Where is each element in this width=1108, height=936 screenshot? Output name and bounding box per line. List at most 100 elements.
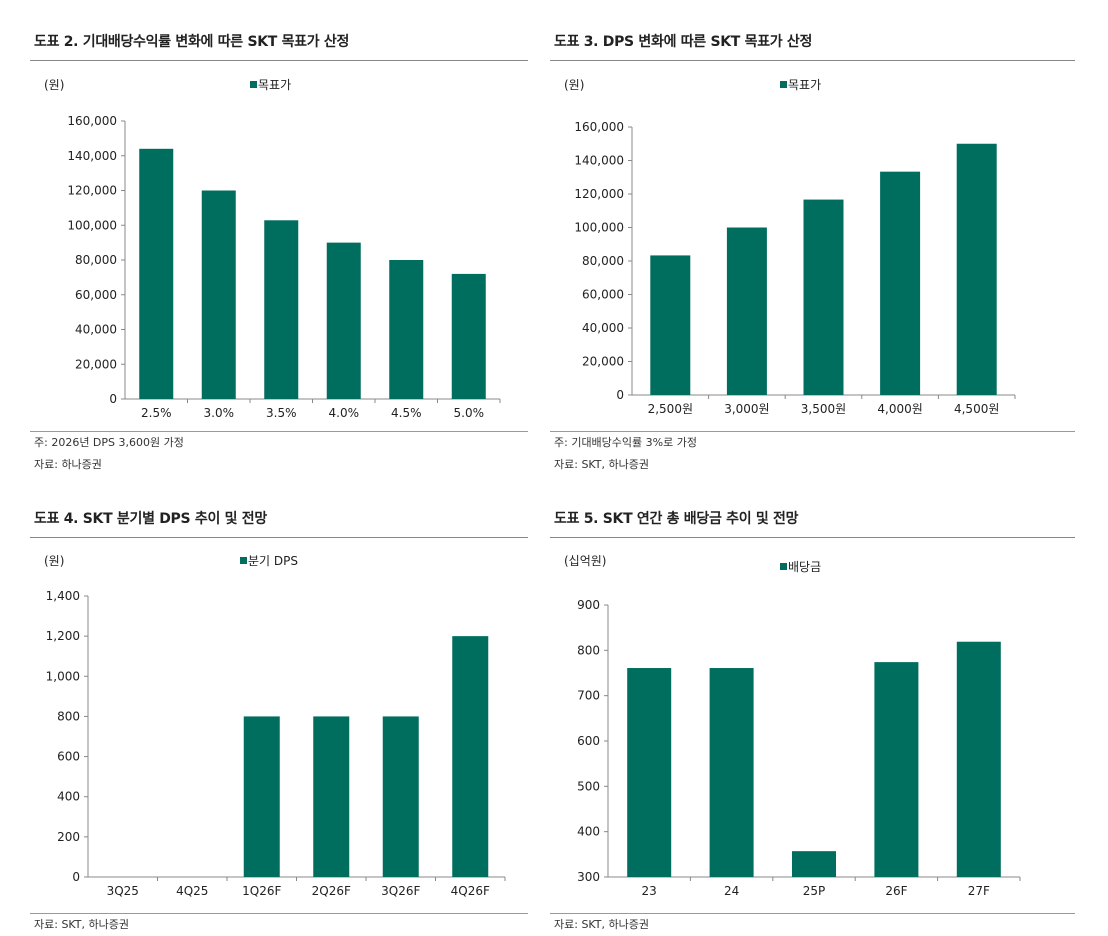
y-tick-label: 1,000 xyxy=(46,669,80,683)
y-tick-label: 40,000 xyxy=(75,323,117,337)
y-tick-label: 140,000 xyxy=(67,149,117,163)
bar-chart: (원) 목표가 0 20,000 40,000 60,000 80,000 100,000 12… xyxy=(44,78,501,420)
unit-label: (원) xyxy=(44,78,64,92)
x-tick-label: 4,500원 xyxy=(954,402,999,416)
footer-divider xyxy=(550,431,1075,432)
y-tick-label: 500 xyxy=(577,779,600,793)
x-tick-label: 26F xyxy=(885,884,907,898)
y-tick-label: 700 xyxy=(577,689,600,703)
chart-title: 도표 4. SKT 분기별 DPS 추이 및 전망 xyxy=(34,511,267,527)
y-tick-label: 120,000 xyxy=(574,187,624,201)
y-tick-label: 800 xyxy=(57,709,80,723)
source-note: 자료: SKT, 하나증권 xyxy=(554,458,649,471)
bar-3.5% xyxy=(264,220,299,399)
y-tick-label: 100,000 xyxy=(67,218,117,232)
chart-title: 도표 2. 기대배당수익률 변화에 따른 SKT 목표가 산정 xyxy=(34,34,350,50)
y-tick-label: 100,000 xyxy=(574,221,624,235)
source-note: 자료: SKT, 하나증권 xyxy=(34,918,129,931)
bar-4,000원 xyxy=(880,171,921,395)
legend-swatch xyxy=(240,557,247,564)
x-tick-label: 27F xyxy=(968,884,990,898)
bar-4Q26F xyxy=(452,636,489,877)
x-tick-label: 1Q26F xyxy=(242,884,281,898)
y-tick-label: 40,000 xyxy=(582,321,624,335)
y-tick-label: 160,000 xyxy=(574,120,624,134)
bar-chart: (원) 목표가 0 20,000 40,000 60,000 80,000 100,000 12… xyxy=(564,78,1016,416)
source-note: 주: 2026년 DPS 3,600원 가정 xyxy=(34,436,184,449)
y-tick-label: 140,000 xyxy=(574,154,624,168)
bar-24 xyxy=(709,668,754,877)
chart-panel-target-price-by-dps: 도표 3. DPS 변화에 따른 SKT 목표가 산정 (원) 목표가 0 20,000… xyxy=(550,30,1075,476)
chart-title: 도표 3. DPS 변화에 따른 SKT 목표가 산정 xyxy=(554,34,813,50)
legend-swatch xyxy=(780,563,787,570)
x-tick-label: 2,500원 xyxy=(648,402,693,416)
legend-swatch xyxy=(780,81,787,88)
y-tick-label: 1,400 xyxy=(46,589,80,603)
y-tick-label: 80,000 xyxy=(75,253,117,267)
y-tick-label: 80,000 xyxy=(582,254,624,268)
chart-panel-target-price-by-yield: 도표 2. 기대배당수익률 변화에 따른 SKT 목표가 산정 (원) 목표가 0 20… xyxy=(30,30,528,476)
x-tick-label: 4Q25 xyxy=(176,884,208,898)
unit-label: (십억원) xyxy=(564,554,606,568)
title-divider xyxy=(30,537,528,538)
bar-27F xyxy=(956,641,1001,877)
bar-2Q26F xyxy=(313,716,350,877)
x-tick-label: 4Q26F xyxy=(451,884,490,898)
chart-title: 도표 5. SKT 연간 총 배당금 추이 및 전망 xyxy=(554,511,799,527)
bar-chart: (십억원) 배당금 300 400 500 600 700 800 900 23 24 25P 26F 2… xyxy=(564,554,1021,898)
y-tick-label: 800 xyxy=(577,643,600,657)
y-tick-label: 60,000 xyxy=(582,288,624,302)
unit-label: (원) xyxy=(564,78,584,92)
y-tick-label: 600 xyxy=(577,734,600,748)
y-tick-label: 0 xyxy=(72,870,80,884)
legend-label: 목표가 xyxy=(258,78,291,92)
chart-panel-quarterly-dps: 도표 4. SKT 분기별 DPS 추이 및 전망 (원) 분기 DPS 0 200 40… xyxy=(30,507,528,936)
bar-3Q26F xyxy=(382,716,419,877)
x-tick-label: 3Q25 xyxy=(107,884,139,898)
y-tick-label: 60,000 xyxy=(75,288,117,302)
title-divider xyxy=(30,60,528,61)
x-tick-label: 3Q26F xyxy=(381,884,420,898)
y-tick-label: 600 xyxy=(57,750,80,764)
footer-divider xyxy=(30,913,528,914)
bar-26F xyxy=(874,662,919,877)
y-tick-label: 900 xyxy=(577,598,600,612)
bar-5.0% xyxy=(451,273,486,399)
source-note: 주: 기대배당수익률 3%로 가정 xyxy=(554,436,697,449)
x-tick-label: 4.5% xyxy=(391,406,422,420)
x-tick-label: 4.0% xyxy=(329,406,360,420)
x-tick-label: 3,000원 xyxy=(724,402,769,416)
x-tick-label: 3.0% xyxy=(204,406,235,420)
legend-label: 목표가 xyxy=(788,78,821,92)
title-divider xyxy=(550,60,1075,61)
x-tick-label: 3.5% xyxy=(266,406,297,420)
bar-4,500원 xyxy=(956,143,997,395)
y-tick-label: 300 xyxy=(577,870,600,884)
y-tick-label: 400 xyxy=(577,825,600,839)
y-tick-label: 400 xyxy=(57,790,80,804)
y-tick-label: 160,000 xyxy=(67,114,117,128)
x-tick-label: 4,000원 xyxy=(877,402,922,416)
title-divider xyxy=(550,537,1075,538)
bar-3,500원 xyxy=(803,199,844,395)
x-tick-label: 23 xyxy=(642,884,657,898)
y-tick-label: 200 xyxy=(57,830,80,844)
x-tick-label: 2.5% xyxy=(141,406,172,420)
y-tick-label: 1,200 xyxy=(46,629,80,643)
legend-label: 배당금 xyxy=(788,560,821,574)
y-tick-label: 0 xyxy=(616,388,624,402)
y-tick-label: 0 xyxy=(109,392,117,406)
bar-2.5% xyxy=(139,148,174,399)
x-tick-label: 24 xyxy=(724,884,739,898)
bar-1Q26F xyxy=(243,716,280,877)
legend-swatch xyxy=(250,81,257,88)
y-tick-label: 20,000 xyxy=(582,355,624,369)
x-tick-label: 25P xyxy=(803,884,826,898)
y-tick-label: 20,000 xyxy=(75,357,117,371)
bar-3,000원 xyxy=(726,227,767,395)
bar-4.5% xyxy=(389,260,424,399)
unit-label: (원) xyxy=(44,554,64,568)
source-note: 자료: SKT, 하나증권 xyxy=(554,918,649,931)
bar-23 xyxy=(627,668,672,877)
chart-panel-annual-dividend: 도표 5. SKT 연간 총 배당금 추이 및 전망 (십억원) 배당금 300 400… xyxy=(550,507,1075,936)
